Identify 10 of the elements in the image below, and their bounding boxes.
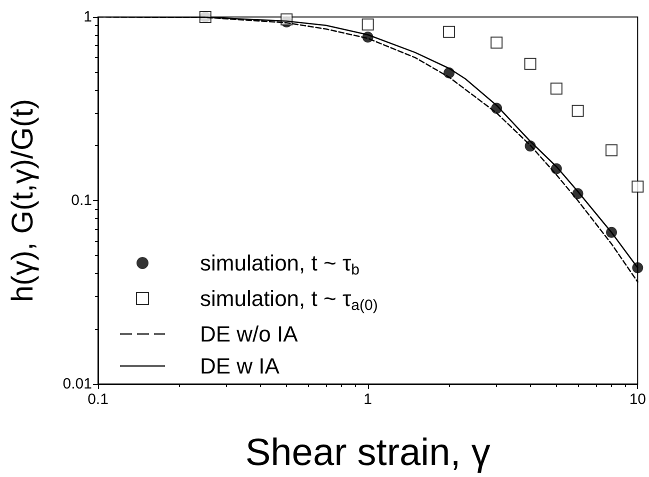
x-tick-label: 1	[364, 391, 372, 408]
legend-label: DE w/o IA	[200, 322, 298, 346]
y-tick-label: 1	[84, 8, 92, 26]
y-tick-label: 0.01	[62, 376, 92, 392]
x-tick-label: 0.1	[88, 391, 108, 408]
x-tick-label: 10	[629, 391, 646, 408]
x-axis-title: Shear strain, γ	[245, 432, 490, 474]
legend-label: DE w IA	[200, 354, 280, 378]
y-axis-title: h(γ), G(t,γ)/G(t)	[6, 98, 40, 302]
y-tick-label: 0.1	[71, 192, 92, 209]
